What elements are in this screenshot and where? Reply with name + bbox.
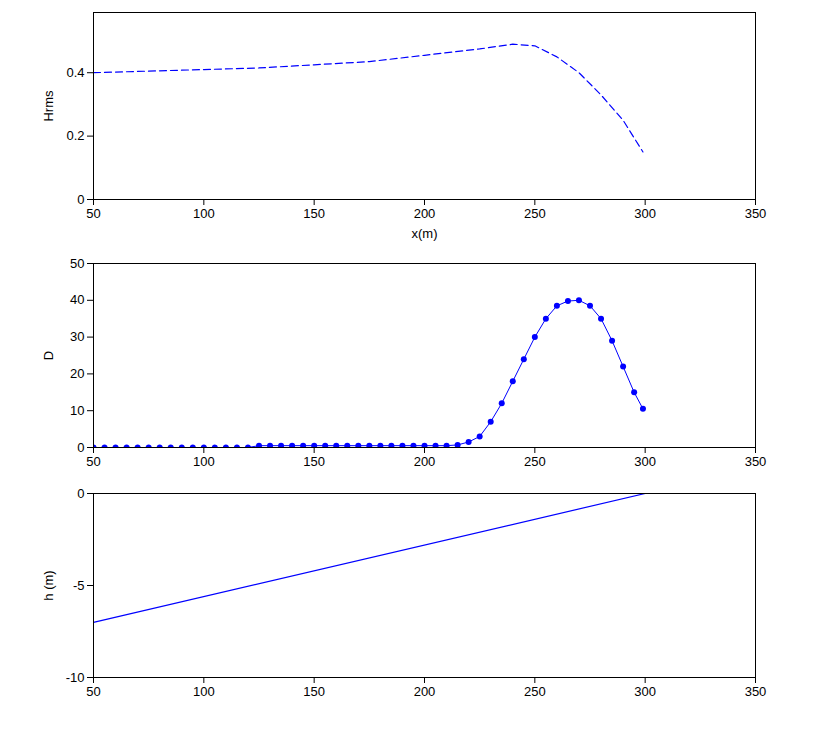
svg-text:50: 50	[70, 256, 84, 271]
svg-text:350: 350	[745, 454, 767, 469]
svg-text:0: 0	[77, 440, 84, 455]
svg-text:50: 50	[86, 684, 100, 699]
svg-text:250: 250	[524, 454, 546, 469]
svg-text:200: 200	[414, 206, 436, 221]
svg-text:300: 300	[634, 206, 656, 221]
svg-text:100: 100	[193, 684, 215, 699]
svg-text:0: 0	[77, 486, 84, 501]
svg-text:30: 30	[70, 329, 84, 344]
svg-text:100: 100	[193, 454, 215, 469]
svg-text:-10: -10	[66, 670, 85, 685]
svg-text:150: 150	[303, 206, 325, 221]
svg-text:x(m): x(m)	[412, 226, 438, 241]
svg-text:350: 350	[745, 206, 767, 221]
svg-text:300: 300	[634, 684, 656, 699]
svg-text:50: 50	[86, 206, 100, 221]
svg-text:0.2: 0.2	[66, 128, 84, 143]
svg-text:40: 40	[70, 292, 84, 307]
svg-text:100: 100	[193, 206, 215, 221]
svg-text:200: 200	[414, 454, 436, 469]
svg-text:150: 150	[303, 684, 325, 699]
svg-text:250: 250	[524, 206, 546, 221]
svg-text:10: 10	[70, 403, 84, 418]
svg-text:-5: -5	[73, 578, 85, 593]
svg-text:0.4: 0.4	[66, 65, 84, 80]
svg-text:250: 250	[524, 684, 546, 699]
svg-text:300: 300	[634, 454, 656, 469]
svg-text:20: 20	[70, 366, 84, 381]
svg-text:200: 200	[414, 684, 436, 699]
svg-text:350: 350	[745, 684, 767, 699]
svg-text:150: 150	[303, 454, 325, 469]
svg-text:0: 0	[77, 192, 84, 207]
svg-text:h (m): h (m)	[41, 570, 56, 600]
svg-text:50: 50	[86, 454, 100, 469]
svg-text:D: D	[41, 351, 56, 360]
svg-text:Hrms: Hrms	[41, 90, 56, 122]
